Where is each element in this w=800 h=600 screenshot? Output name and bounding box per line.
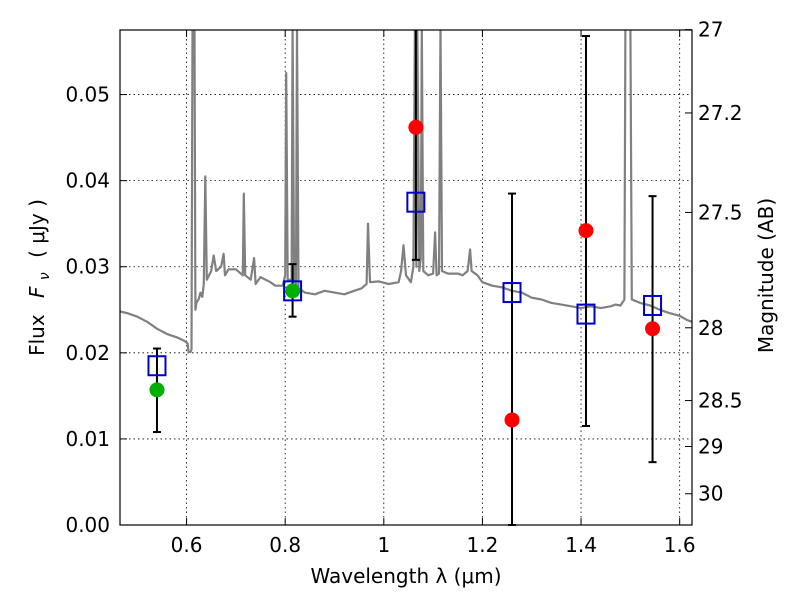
- y2-tick-label: 27: [698, 18, 723, 42]
- x-tick-label: 1: [377, 533, 390, 557]
- low-sn-point: [578, 223, 594, 239]
- y-axis-label: Flux F ν ( μJy ): [25, 199, 54, 356]
- x-axis-label: Wavelength λ (μm): [310, 564, 501, 588]
- y2-tick-label: 28.5: [698, 389, 743, 413]
- model-photometry-square: [406, 191, 426, 213]
- y-axis-label-unit: ( μJy ): [25, 199, 49, 258]
- tick-layer: 0.6 0.8 1 1.2 1.4 1.6 0.00 0.01 0.02 0.03 0.04 0.05…: [65, 18, 742, 557]
- model-photometry-square: [643, 294, 663, 316]
- y2-axis-label: Magnitude (AB): [754, 198, 778, 353]
- plot-frame: [119, 29, 693, 526]
- detection-point: [285, 283, 301, 299]
- model-photometry-square: [147, 355, 167, 377]
- y2-tick-label: 30: [698, 482, 723, 506]
- x-tick-label: 1.4: [565, 533, 597, 557]
- model-photometry-square: [576, 303, 596, 325]
- marker-layer: [147, 119, 663, 428]
- low-sn-point: [408, 119, 424, 135]
- y2-tick-label: 28: [698, 316, 723, 340]
- y-tick-label: 0.04: [65, 169, 110, 193]
- y-tick-label: 0.00: [65, 513, 110, 537]
- y-tick-label: 0.01: [65, 427, 110, 451]
- low-sn-point: [645, 321, 661, 337]
- x-tick-label: 1.6: [664, 533, 696, 557]
- x-tick-label: 0.8: [269, 533, 301, 557]
- y-tick-label: 0.02: [65, 341, 110, 365]
- model-spectrum-layer: [120, 30, 692, 354]
- x-tick-label: 0.6: [171, 533, 203, 557]
- y2-tick-label: 29: [698, 434, 723, 458]
- y-tick-label: 0.05: [65, 83, 110, 107]
- y2-tick-label: 27.5: [698, 200, 743, 224]
- model-photometry-square: [502, 282, 522, 304]
- x-tick-label: 1.2: [467, 533, 499, 557]
- y-axis-label-symbol: F: [25, 286, 49, 298]
- low-sn-point: [504, 412, 520, 428]
- model-spectrum-line: [120, 30, 692, 354]
- model-photometry-square: [283, 280, 303, 302]
- y-axis-label-sub: ν: [37, 272, 53, 280]
- y-tick-label: 0.03: [65, 255, 110, 279]
- detection-point: [149, 382, 165, 398]
- y2-tick-label: 27.2: [698, 101, 743, 125]
- y-axis-label-prefix: Flux: [25, 314, 49, 356]
